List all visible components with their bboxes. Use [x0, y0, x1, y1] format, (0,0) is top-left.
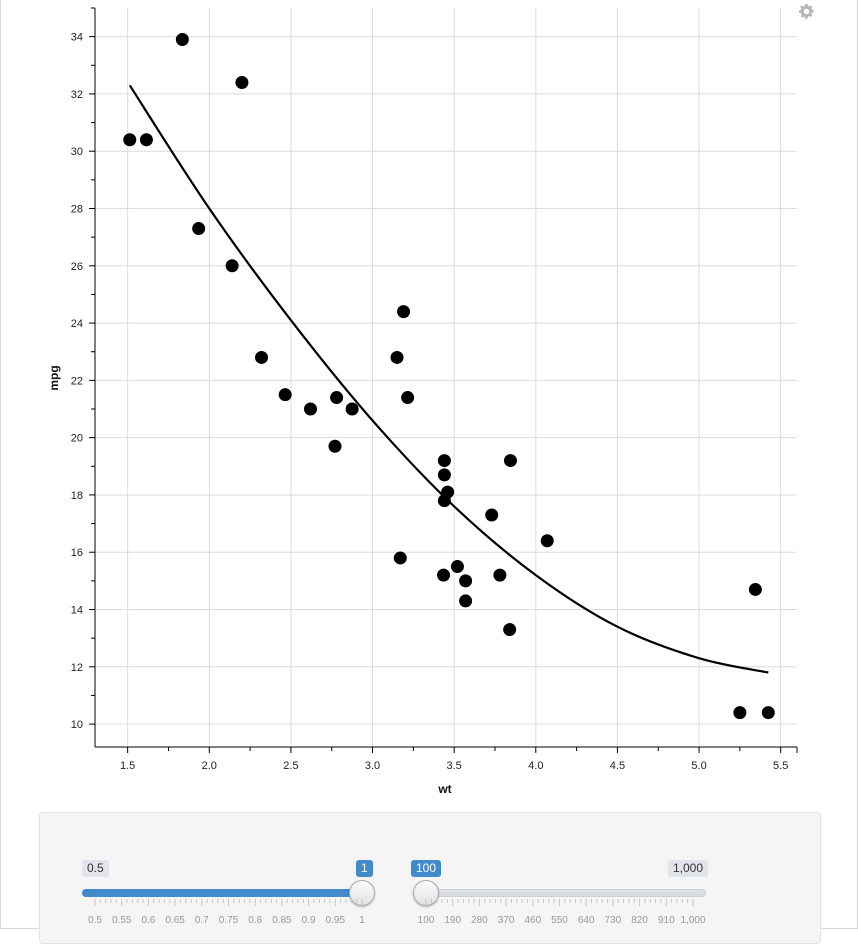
- y-tick-label: 18: [71, 490, 83, 502]
- grid: [95, 8, 797, 747]
- y-tick-label: 20: [71, 433, 83, 445]
- slider-grid-label: 0.75: [219, 915, 239, 926]
- y-tick-label: 30: [71, 146, 83, 158]
- slider-grid-label: 280: [471, 915, 488, 926]
- y-tick-label: 14: [71, 605, 83, 617]
- data-point: [303, 402, 317, 416]
- data-point: [748, 582, 762, 596]
- data-point: [225, 259, 239, 273]
- data-point: [485, 508, 499, 522]
- slider-grid-label: 1,000: [680, 915, 705, 926]
- slider-grid-label: 820: [631, 915, 648, 926]
- x-tick-label: 3.5: [447, 760, 462, 772]
- data-point: [393, 551, 407, 565]
- y-tick-label: 12: [71, 662, 83, 674]
- slider-grid-label: 0.85: [272, 915, 292, 926]
- x-tick-label: 4.5: [610, 760, 625, 772]
- data-point: [733, 706, 747, 720]
- x-tick-label: 2.5: [283, 760, 298, 772]
- slider-grid-label: 370: [498, 915, 515, 926]
- data-point: [441, 485, 455, 499]
- data-point: [345, 402, 359, 416]
- x-tick-label: 2.0: [202, 760, 217, 772]
- axes: [89, 7, 798, 753]
- data-point: [123, 133, 137, 147]
- slider-grid-label: 730: [605, 915, 622, 926]
- x-axis-title: wt: [437, 782, 451, 796]
- slider-grid-label: 0.8: [248, 915, 262, 926]
- span-slider-min-label: 0.5: [82, 860, 109, 877]
- points-slider-max-label: 1,000: [668, 860, 709, 877]
- slider-grid-label: 100: [418, 915, 435, 926]
- data-point: [503, 454, 517, 468]
- slider-grid-label: 0.95: [326, 915, 346, 926]
- y-tick-label: 24: [71, 318, 83, 330]
- y-tick-label: 22: [71, 375, 83, 387]
- data-point: [255, 350, 269, 364]
- x-tick-label: 1.5: [120, 760, 135, 772]
- data-point: [437, 454, 451, 468]
- data-point: [139, 133, 153, 147]
- slider-grid-label: 0.65: [165, 915, 185, 926]
- data-point: [493, 568, 507, 582]
- slider-grid-label: 0.55: [112, 915, 132, 926]
- data-point: [450, 560, 464, 574]
- slider-grid-label: 0.5: [88, 915, 102, 926]
- x-tick-label: 3.0: [365, 760, 380, 772]
- slider-grid-label: 0.6: [141, 915, 155, 926]
- y-tick-label: 16: [71, 547, 83, 559]
- data-point: [328, 439, 342, 453]
- slider-grid-label: 550: [551, 915, 568, 926]
- data-point: [761, 706, 775, 720]
- x-tick-label: 5.5: [773, 760, 788, 772]
- data-point: [503, 623, 517, 637]
- y-tick-label: 32: [71, 89, 83, 101]
- data-point: [401, 391, 415, 405]
- data-point: [437, 468, 451, 482]
- span-slider-grid: 0.5 0.55 0.6 0.65 0.7 0.75 0.8 0.85 0.9 0.95 1: [88, 899, 365, 926]
- slider-grid-label: 640: [578, 915, 595, 926]
- x-tick-label: 4.0: [528, 760, 543, 772]
- y-tick-label: 34: [71, 32, 83, 44]
- controls-panel: 0.5 1 0.5 0.55 0.6 0.65 0.7 0.75 0.8 0.85 0.9 0.9…: [39, 812, 821, 944]
- data-point: [437, 568, 451, 582]
- data-point: [330, 391, 344, 405]
- data-point: [175, 33, 189, 47]
- slider-grid-label: 910: [658, 915, 675, 926]
- data-point: [390, 350, 404, 364]
- y-tick-label: 26: [71, 261, 83, 273]
- y-tick-label: 28: [71, 204, 83, 216]
- tick-labels: 1.5 2.0 2.5 3.0 3.5 4.0 4.5 5.0 5.5 10 12 14 16 18 20 2…: [71, 32, 789, 772]
- slider-grid-label: 460: [524, 915, 541, 926]
- data-point: [192, 222, 206, 236]
- span-slider-fill: [82, 889, 362, 897]
- points-slider-track[interactable]: [413, 889, 706, 897]
- data-point: [397, 305, 411, 319]
- points-slider-value-label: 100: [411, 860, 442, 877]
- scatter-chart: 1.5 2.0 2.5 3.0 3.5 4.0 4.5 5.0 5.5 10 12 14 16 18 20 2…: [47, 7, 798, 796]
- data-points: [123, 33, 775, 720]
- x-tick-label: 5.0: [691, 760, 706, 772]
- trend-line: [128, 84, 769, 674]
- y-tick-label: 10: [71, 719, 83, 731]
- data-point: [459, 594, 473, 608]
- data-point: [540, 534, 554, 548]
- slider-grid-label: 190: [444, 915, 461, 926]
- slider-grid-label: 0.7: [195, 915, 209, 926]
- slider-grid-label: 1: [359, 915, 365, 926]
- gear-icon[interactable]: [798, 3, 815, 20]
- span-slider-value-label: 1: [356, 860, 373, 877]
- y-axis-title: mpg: [47, 365, 61, 390]
- slider-grid-label: 0.9: [302, 915, 316, 926]
- data-point: [235, 75, 249, 89]
- points-slider-grid: 100 190 280 370 460 550 640 730 820 910 1,000: [418, 899, 706, 926]
- data-point: [278, 388, 292, 402]
- data-point: [459, 574, 473, 588]
